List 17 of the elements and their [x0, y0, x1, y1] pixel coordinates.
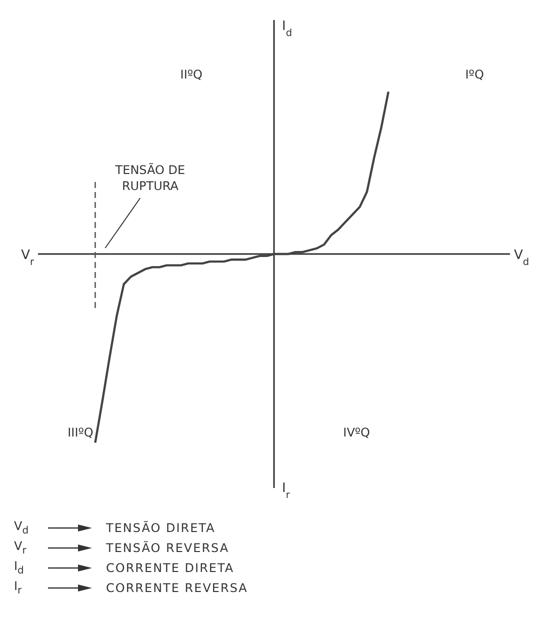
- text: V$_{d}$: [14, 519, 30, 537]
- text: V$_{r}$: [14, 539, 28, 557]
- text: IºQ: [465, 68, 484, 82]
- text: V$_{r}$: [21, 248, 35, 268]
- annotation: IIIºQ: [68, 426, 94, 440]
- text: I$_{r}$: [14, 579, 23, 597]
- text: I$_{r}$: [282, 481, 291, 500]
- text: I$_{d}$: [14, 559, 25, 577]
- text: TENSÃO REVERSA: [106, 541, 230, 555]
- text: CORRENTE DIRETA: [106, 561, 234, 575]
- text: IIºQ: [180, 68, 202, 82]
- annotation: TENSÃO DE RUPTURA: [114, 162, 186, 193]
- annotation: IVºQ: [343, 426, 370, 440]
- text: I$_{d}$: [282, 19, 292, 38]
- text: CORRENTE REVERSA: [106, 581, 248, 595]
- text: TENSÃO DIRETA: [106, 521, 216, 535]
- text: V$_{d}$: [514, 248, 530, 268]
